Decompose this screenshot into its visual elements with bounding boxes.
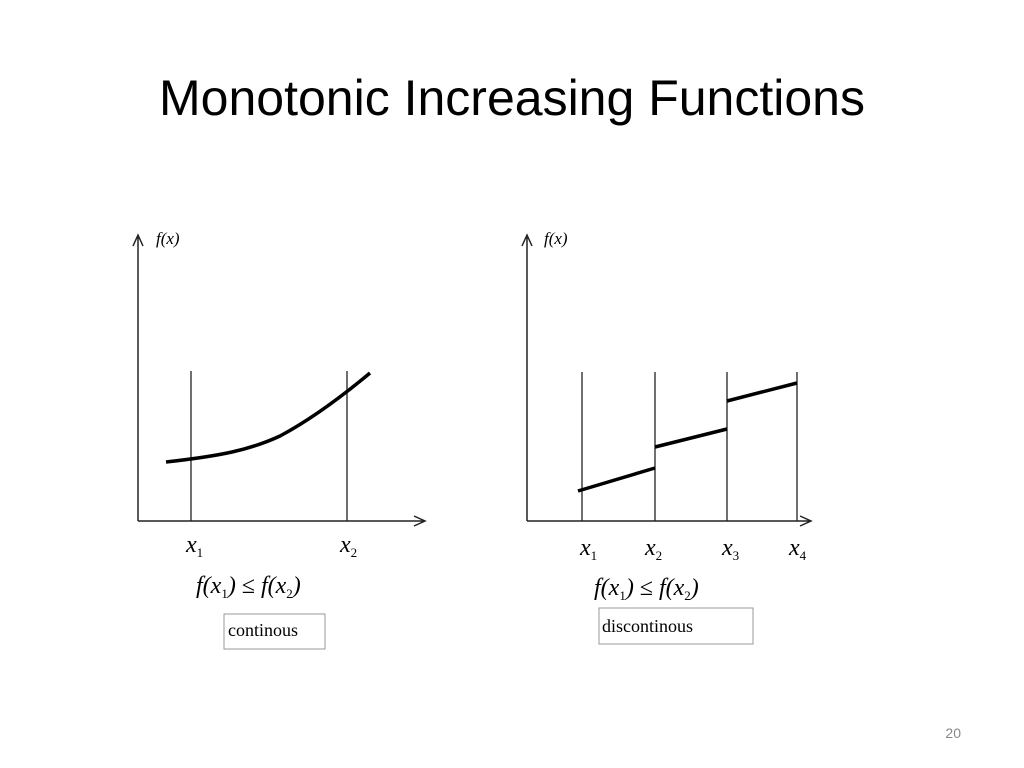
diagram-continuous: f(x) x1 x2 f(x1) ≤ f(x2) continous — [132, 229, 427, 650]
curve — [165, 371, 372, 464]
page-number: 20 — [945, 725, 961, 741]
caption-box — [223, 613, 326, 650]
diagram-discontinuous: f(x) x1 x2 x3 x4 f(x1) ≤ f(x2) discontin… — [521, 229, 813, 645]
slide-title: Monotonic Increasing Functions — [159, 70, 865, 126]
axes — [132, 233, 427, 527]
caption: continous — [228, 620, 298, 640]
y-axis-label: f(x) — [544, 229, 568, 248]
x-label: x3 — [721, 535, 739, 563]
x-label: x1 — [185, 532, 203, 560]
y-axis-label: f(x) — [156, 229, 180, 248]
axes — [521, 233, 813, 527]
step-segments — [577, 381, 798, 493]
x-label: x1 — [579, 535, 597, 563]
inequality: f(x1) ≤ f(x2) — [594, 575, 699, 603]
inequality: f(x1) ≤ f(x2) — [196, 573, 301, 601]
x-label: x4 — [788, 535, 807, 563]
x-label: x2 — [644, 535, 662, 563]
caption-box — [598, 607, 754, 645]
caption: discontinous — [602, 616, 693, 636]
x-label: x2 — [339, 532, 357, 560]
